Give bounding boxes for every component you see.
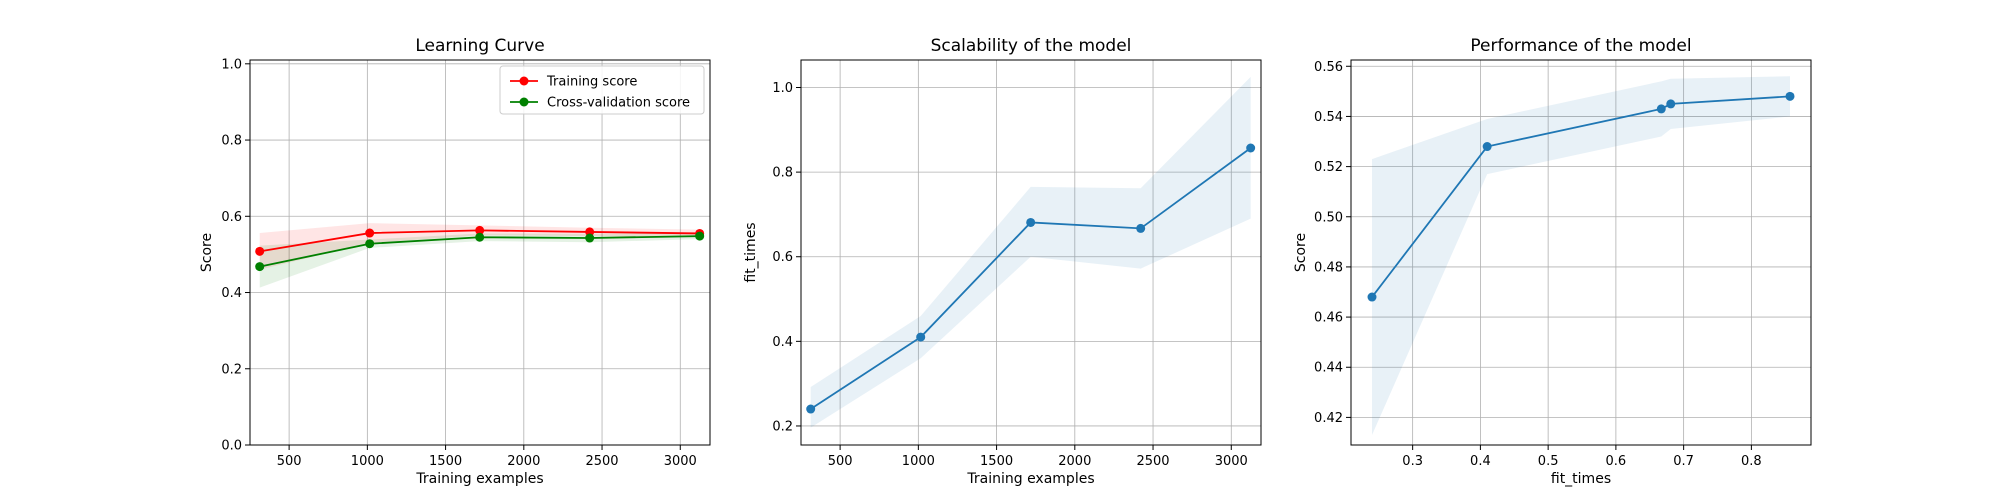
- y-tick-label: 0.46: [1314, 311, 1343, 326]
- data-point: [475, 232, 485, 242]
- data-point: [1367, 292, 1377, 302]
- y-tick-label: 0.0: [221, 439, 242, 454]
- y-tick-label: 0.52: [1314, 160, 1343, 175]
- x-tick-label: 1000: [351, 454, 384, 469]
- x-tick-label: 3000: [1215, 454, 1248, 469]
- y-tick-label: 0.6: [772, 250, 793, 265]
- x-axis-label: fit_times: [1551, 471, 1611, 487]
- chart-title: Learning Curve: [415, 36, 544, 56]
- x-tick-label: 500: [828, 454, 853, 469]
- y-tick-label: 0.44: [1314, 361, 1343, 376]
- x-tick-label: 0.7: [1673, 454, 1694, 469]
- y-tick-label: 0.8: [221, 134, 242, 149]
- data-point: [1656, 104, 1666, 114]
- x-tick-label: 3000: [664, 454, 697, 469]
- y-tick-label: 0.48: [1314, 260, 1343, 275]
- legend-marker: [519, 97, 529, 107]
- chart-panel-1: 500 1000 1500 2000 2500 3000 0.0 0.2 0.4 0.6 0.8 1.…: [199, 36, 711, 487]
- data-point: [585, 233, 595, 243]
- legend-marker: [519, 76, 529, 86]
- data-point: [1666, 99, 1676, 109]
- y-tick-label: 0.4: [772, 335, 793, 350]
- chart-title: Performance of the model: [1470, 36, 1691, 56]
- chart-panel-3: 0.3 0.4 0.5 0.6 0.7 0.8 0.42 0.44 0.46 0.48 0.50 0.…: [1293, 36, 1812, 487]
- x-tick-label: 2000: [1058, 454, 1091, 469]
- data-point: [1482, 142, 1492, 152]
- data-point: [1246, 143, 1256, 153]
- data-point: [1026, 217, 1036, 227]
- x-tick-label: 1500: [980, 454, 1013, 469]
- y-tick-label: 0.54: [1314, 110, 1343, 125]
- confidence-band-1: [1372, 76, 1790, 435]
- axes-frame: [249, 59, 711, 446]
- x-tick-label: 0.8: [1741, 454, 1762, 469]
- x-tick-label: 1000: [902, 454, 935, 469]
- y-axis-label: fit_times: [743, 222, 759, 282]
- x-axis-label: Training examples: [966, 471, 1094, 487]
- data-point: [695, 231, 705, 241]
- x-tick-label: 2000: [507, 454, 540, 469]
- y-tick-label: 0.4: [221, 286, 242, 301]
- legend: Training score Cross-validation score: [499, 65, 705, 115]
- x-tick-label: 2500: [1136, 454, 1169, 469]
- x-tick-label: 500: [277, 454, 302, 469]
- axes-frame: [1350, 59, 1812, 446]
- x-tick-label: 0.4: [1470, 454, 1491, 469]
- axes-frame: [800, 59, 1262, 446]
- legend-box: [499, 65, 705, 115]
- y-tick-label: 0.56: [1314, 60, 1343, 75]
- y-tick-label: 1.0: [772, 81, 793, 96]
- chart-panel-2: 500 1000 1500 2000 2500 3000 0.2 0.4 0.6 0.8 1.0 Sc…: [743, 36, 1262, 487]
- legend-label: Cross-validation score: [547, 96, 690, 111]
- data-point: [1785, 91, 1795, 101]
- y-tick-label: 0.2: [772, 419, 793, 434]
- x-tick-label: 1500: [429, 454, 462, 469]
- y-tick-label: 0.8: [772, 166, 793, 181]
- data-point: [916, 332, 926, 342]
- data-point: [806, 404, 816, 414]
- data-point: [365, 228, 375, 238]
- confidence-band-1: [810, 76, 1251, 428]
- x-tick-label: 0.6: [1606, 454, 1627, 469]
- legend-label: Training score: [546, 75, 637, 90]
- x-tick-label: 0.5: [1538, 454, 1559, 469]
- y-tick-label: 1.0: [221, 57, 242, 72]
- y-tick-label: 0.50: [1314, 210, 1343, 225]
- y-tick-label: 0.42: [1314, 411, 1343, 426]
- x-axis-label: Training examples: [415, 471, 543, 487]
- x-tick-label: 0.3: [1402, 454, 1423, 469]
- data-point: [1136, 223, 1146, 233]
- data-point: [365, 239, 375, 249]
- data-point: [255, 246, 265, 256]
- y-axis-label: Score: [199, 233, 215, 272]
- y-axis-label: Score: [1293, 233, 1309, 272]
- y-tick-label: 0.2: [221, 362, 242, 377]
- y-tick-label: 0.6: [221, 210, 242, 225]
- chart-title: Scalability of the model: [931, 36, 1132, 56]
- x-tick-label: 2500: [585, 454, 618, 469]
- data-point: [475, 225, 485, 235]
- data-point: [255, 262, 265, 272]
